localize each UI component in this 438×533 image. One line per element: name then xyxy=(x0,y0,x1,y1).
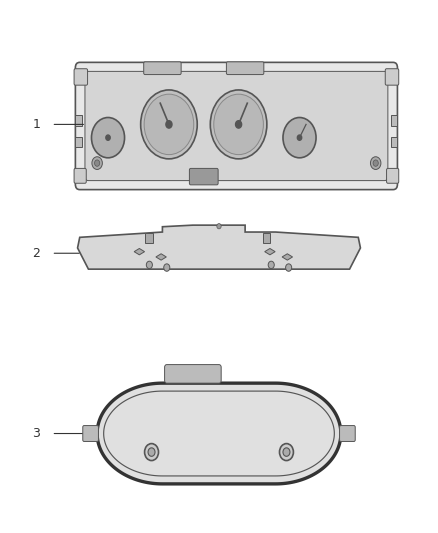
FancyBboxPatch shape xyxy=(165,365,221,383)
Ellipse shape xyxy=(210,383,341,484)
Ellipse shape xyxy=(97,383,228,484)
Circle shape xyxy=(217,223,221,229)
Circle shape xyxy=(148,448,155,456)
FancyBboxPatch shape xyxy=(387,168,399,183)
Circle shape xyxy=(92,117,124,158)
Circle shape xyxy=(373,160,378,166)
Polygon shape xyxy=(97,383,341,484)
FancyBboxPatch shape xyxy=(74,168,86,183)
PathPatch shape xyxy=(78,225,360,269)
Circle shape xyxy=(279,443,293,461)
Circle shape xyxy=(283,448,290,456)
Bar xyxy=(262,233,270,243)
Bar xyxy=(145,233,153,243)
FancyBboxPatch shape xyxy=(75,62,397,190)
FancyBboxPatch shape xyxy=(226,62,264,75)
FancyBboxPatch shape xyxy=(189,168,218,185)
FancyBboxPatch shape xyxy=(74,69,88,85)
FancyBboxPatch shape xyxy=(85,71,388,181)
Text: 2: 2 xyxy=(32,247,40,260)
Text: 1: 1 xyxy=(32,118,40,131)
Bar xyxy=(75,136,82,147)
Circle shape xyxy=(286,264,292,271)
Polygon shape xyxy=(104,391,334,476)
Circle shape xyxy=(164,264,170,271)
Circle shape xyxy=(141,90,197,159)
Circle shape xyxy=(145,443,159,461)
Circle shape xyxy=(166,120,172,128)
Polygon shape xyxy=(282,254,293,260)
Circle shape xyxy=(210,90,267,159)
FancyBboxPatch shape xyxy=(339,425,355,441)
Text: 3: 3 xyxy=(32,427,40,440)
Bar xyxy=(162,386,276,481)
FancyBboxPatch shape xyxy=(385,69,399,85)
Polygon shape xyxy=(265,248,275,255)
Circle shape xyxy=(268,261,274,269)
FancyBboxPatch shape xyxy=(144,62,181,75)
Circle shape xyxy=(214,94,263,155)
Bar xyxy=(75,115,82,126)
Bar xyxy=(391,115,397,126)
Circle shape xyxy=(371,157,381,169)
Circle shape xyxy=(236,120,242,128)
Polygon shape xyxy=(134,248,145,255)
Circle shape xyxy=(95,160,100,166)
Circle shape xyxy=(297,135,302,140)
Circle shape xyxy=(283,117,316,158)
Circle shape xyxy=(144,94,194,155)
Circle shape xyxy=(92,157,102,169)
Circle shape xyxy=(106,135,110,140)
Circle shape xyxy=(146,261,152,269)
FancyBboxPatch shape xyxy=(83,425,99,441)
Polygon shape xyxy=(156,254,166,260)
Bar xyxy=(391,136,397,147)
